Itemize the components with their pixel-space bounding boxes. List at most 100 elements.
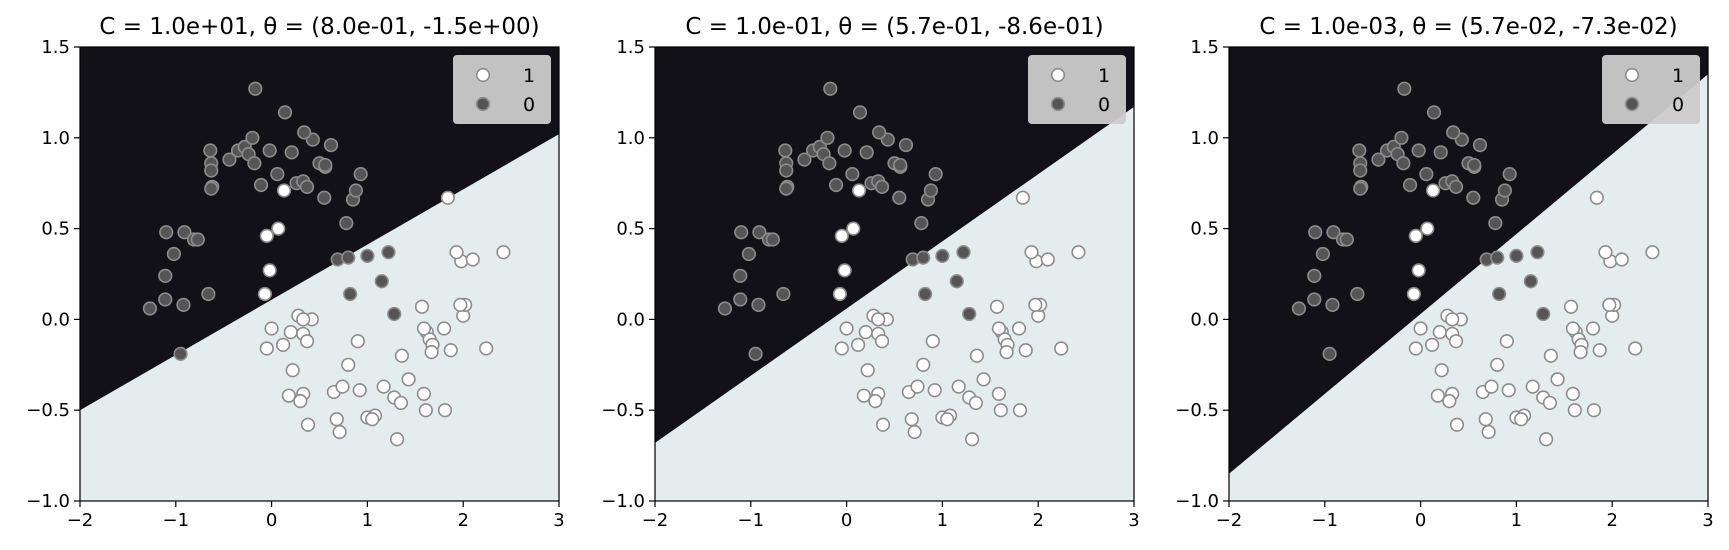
y-tick-label: 1.5 [1190,37,1219,58]
point-class-1 [969,348,984,363]
legend-box [1602,55,1700,124]
point-class-1 [1442,394,1457,409]
point-class-0 [248,81,263,96]
point-class-1 [335,379,350,394]
point-class-0 [717,301,733,316]
point-class-1 [1012,403,1028,418]
point-class-1 [1040,252,1055,267]
point-class-1 [1614,252,1629,267]
point-class-1 [299,334,315,349]
point-class-1 [1602,297,1617,312]
x-tick-label: 3 [553,510,564,531]
point-class-1 [993,403,1008,418]
legend-marker-1 [475,67,491,83]
point-class-0 [1446,125,1461,140]
legend-label-0: 0 [1672,94,1684,116]
point-class-0 [797,152,812,167]
legend-label-1: 1 [523,65,535,87]
y-tick-label: 1.0 [1190,128,1219,149]
point-class-0 [348,183,364,198]
point-class-1 [1424,337,1440,352]
point-class-0 [748,346,763,362]
point-class-0 [1397,81,1412,96]
point-class-0 [1502,167,1517,182]
point-class-0 [765,232,780,247]
point-class-1 [964,432,980,447]
point-class-1 [927,383,942,398]
legend-label-1: 1 [1098,65,1110,87]
y-tick-label: 1.5 [616,37,645,58]
point-class-0 [158,292,173,307]
point-class-1 [453,297,468,312]
point-class-1 [834,228,849,243]
point-class-0 [892,190,907,205]
chart-title: C = 1.0e+01, θ = (8.0e-01, -1.5e+00) [99,14,539,40]
y-tick-label: 0.5 [616,219,645,240]
x-tick-label: −1 [738,510,765,531]
point-class-0 [142,301,158,316]
point-class-1 [257,286,272,302]
point-class-1 [1543,348,1558,363]
point-class-1 [389,432,405,447]
point-class-0 [1307,268,1322,283]
point-class-1 [443,343,458,358]
point-class-0 [159,225,174,240]
x-tick-label: 2 [1606,510,1617,531]
y-tick-label: −1.0 [601,491,645,512]
point-class-1 [1425,183,1441,198]
point-class-0 [318,157,333,173]
point-class-1 [1645,245,1660,260]
point-class-1 [1484,379,1499,394]
point-class-0 [166,246,181,262]
x-tick-label: 1 [937,510,948,531]
point-class-0 [317,190,332,205]
point-class-1 [259,341,274,356]
point-class-1 [1432,325,1447,340]
point-class-0 [270,167,285,182]
point-class-0 [1394,130,1409,145]
point-class-0 [1419,167,1434,182]
point-class-1 [1478,412,1493,427]
point-class-1 [1420,221,1435,236]
point-class-1 [1592,343,1607,358]
point-class-0 [341,250,356,265]
y-tick-label: −0.5 [1175,400,1219,421]
point-class-1 [1413,321,1428,336]
point-class-1 [1499,334,1514,349]
point-class-1 [1011,321,1027,336]
point-class-1 [856,388,871,403]
point-class-1 [1434,363,1449,378]
point-class-1 [1565,386,1581,401]
point-class-1 [262,263,277,278]
point-class-1 [951,379,966,394]
point-class-0 [1433,145,1448,160]
chart-title: C = 1.0e-01, θ = (5.7e-01, -8.6e-01) [685,14,1103,40]
x-tick-label: 0 [841,510,852,531]
point-class-0 [1523,274,1538,289]
point-class-0 [1353,163,1368,178]
point-class-0 [253,177,269,193]
point-class-0 [1339,232,1354,247]
point-class-0 [845,167,860,182]
point-class-1 [839,321,854,336]
point-class-0 [204,181,219,196]
point-class-1 [858,325,873,340]
point-class-1 [300,417,316,432]
legend-box [1028,55,1126,124]
point-class-0 [1308,225,1323,240]
point-class-0 [1426,105,1442,120]
point-class-1 [1028,297,1043,312]
legend-marker-0 [1050,96,1066,112]
point-class-1 [1449,417,1465,432]
region-class-0 [1229,47,1708,474]
point-class-1 [332,424,347,440]
point-class-1 [925,334,940,349]
y-tick-label: −1.0 [26,491,70,512]
point-class-1 [437,403,453,418]
point-class-0 [893,157,908,173]
point-class-0 [1352,143,1367,158]
legend-marker-0 [475,96,491,112]
point-class-1 [837,263,852,278]
point-class-1 [296,312,311,327]
